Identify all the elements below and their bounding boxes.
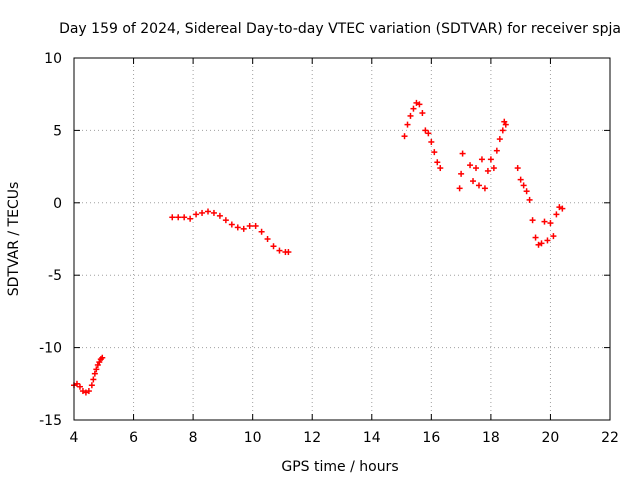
data-point (76, 383, 83, 390)
y-tick-label: 10 (44, 51, 62, 67)
data-point (532, 234, 539, 241)
x-tick-label: 4 (70, 430, 79, 446)
data-point (487, 156, 494, 163)
data-point (401, 133, 408, 140)
data-point (285, 249, 292, 256)
data-point (514, 165, 521, 172)
x-tick-label: 20 (542, 430, 560, 446)
data-point (544, 237, 551, 244)
x-tick-label: 12 (303, 430, 321, 446)
data-point (484, 167, 491, 174)
data-point (416, 101, 423, 108)
axis-ticks: 4 6 8 10 12 14 16 18 20 22 -15 -10 -5 0 5 10 (39, 51, 619, 446)
data-point (228, 221, 235, 228)
x-tick-label: 8 (189, 430, 198, 446)
data-point (459, 150, 466, 157)
data-point (526, 196, 533, 203)
data-point (252, 222, 259, 229)
data-point (258, 228, 265, 235)
x-tick-label: 18 (482, 430, 500, 446)
data-point (553, 211, 560, 218)
data-point (559, 205, 566, 212)
data-point (199, 209, 206, 216)
data-point (523, 188, 530, 195)
data-point (538, 240, 545, 247)
data-point (481, 185, 488, 192)
y-tick-label: -15 (39, 413, 62, 429)
data-point (181, 214, 188, 221)
data-point (85, 388, 92, 395)
data-point (270, 243, 277, 250)
data-point (431, 149, 438, 156)
data-point (437, 165, 444, 172)
data-point (99, 354, 106, 361)
data-point (517, 176, 524, 183)
data-point (473, 165, 479, 172)
data-point (407, 112, 414, 119)
data-point (467, 162, 474, 169)
data-point (529, 217, 536, 224)
data-point (276, 247, 283, 254)
x-axis-label: GPS time / hours (281, 459, 398, 475)
data-point (93, 366, 100, 373)
data-point (520, 182, 527, 189)
data-point (499, 127, 506, 134)
data-point (73, 380, 80, 387)
x-tick-label: 10 (244, 430, 262, 446)
data-point (410, 105, 417, 112)
data-point (493, 147, 500, 154)
data-point (490, 165, 497, 172)
y-axis-label: SDTVAR / TECUs (6, 182, 22, 297)
data-point (246, 222, 253, 229)
data-point (458, 170, 465, 177)
data-series (71, 99, 566, 396)
data-point (264, 236, 271, 242)
data-point (547, 220, 554, 227)
plot-frame (73, 57, 611, 421)
data-point (422, 127, 429, 134)
data-point (240, 225, 247, 232)
data-point (187, 215, 194, 222)
y-tick-label: 5 (53, 123, 62, 139)
x-tick-label: 14 (363, 430, 381, 446)
data-point (428, 138, 435, 145)
x-tick-label: 22 (601, 430, 619, 446)
data-point (404, 121, 411, 128)
data-point (541, 218, 548, 225)
data-point (205, 208, 211, 215)
data-point (478, 156, 485, 163)
data-point (88, 382, 95, 389)
data-point (470, 178, 477, 185)
data-point (496, 136, 503, 143)
data-point (169, 214, 176, 221)
data-point (216, 212, 223, 219)
data-point (456, 185, 463, 192)
data-point (419, 110, 426, 117)
grid-lines (74, 58, 610, 420)
data-point (425, 130, 432, 137)
data-point (234, 224, 241, 231)
data-point (222, 217, 229, 224)
data-point (91, 370, 98, 377)
x-tick-label: 6 (129, 430, 138, 446)
data-point (475, 182, 482, 189)
data-point (550, 233, 557, 240)
y-tick-label: -5 (48, 268, 62, 284)
x-tick-label: 16 (422, 430, 440, 446)
data-point (175, 214, 182, 221)
data-point (210, 209, 217, 216)
data-point (193, 211, 200, 218)
data-point (434, 159, 441, 166)
chart-title: Day 159 of 2024, Sidereal Day-to-day VTE… (59, 21, 621, 37)
y-tick-label: 0 (53, 196, 62, 212)
y-tick-label: -10 (39, 341, 62, 357)
data-point (90, 376, 97, 383)
data-point (502, 121, 509, 128)
